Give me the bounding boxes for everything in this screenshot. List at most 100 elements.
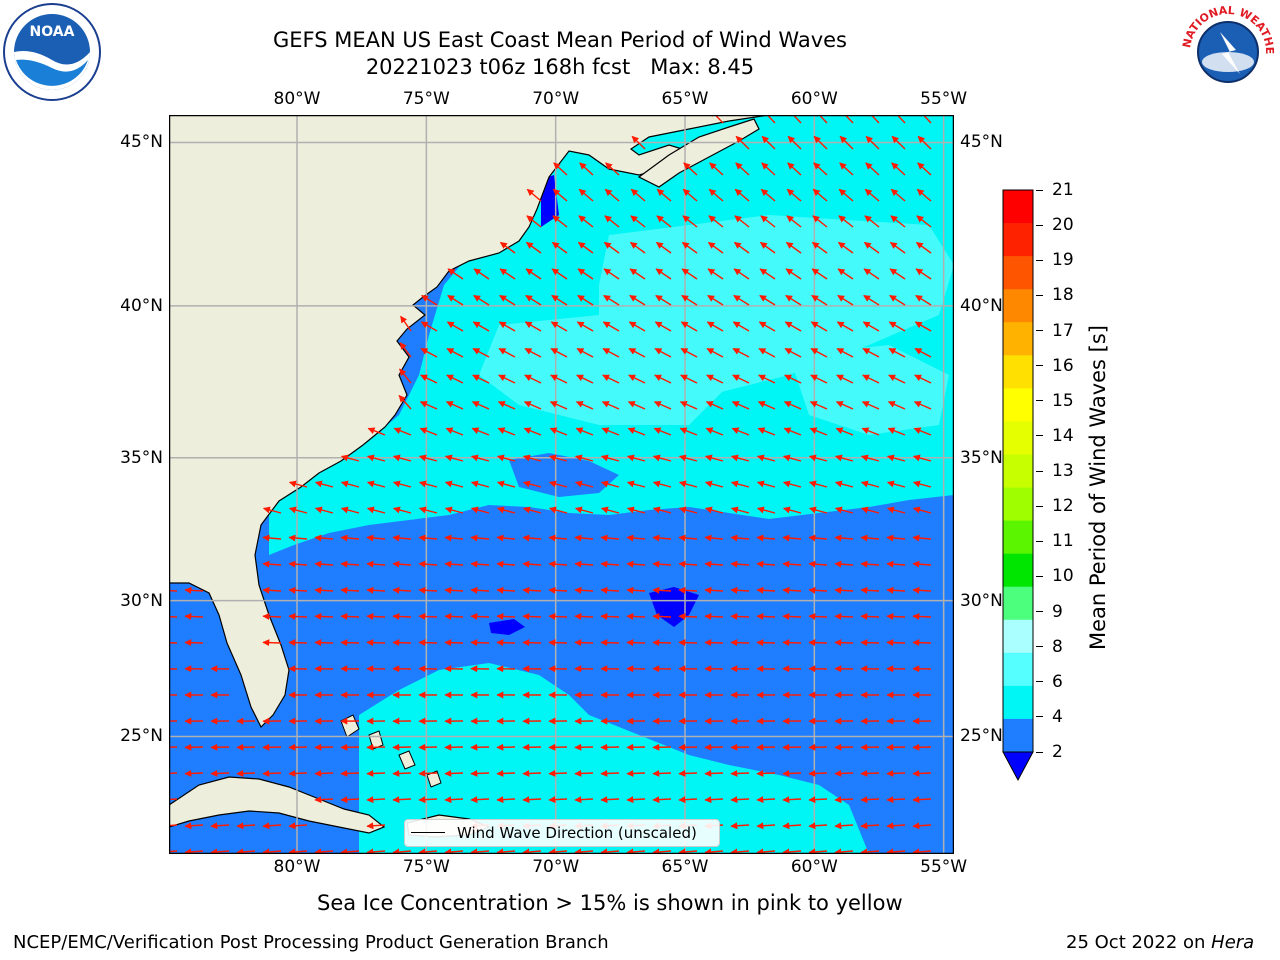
wave-direction-arrow [785,294,802,306]
wave-direction-arrow [678,586,698,594]
wave-direction-arrow [787,135,802,150]
wave-direction-arrow [708,188,724,202]
wave-direction-arrow [731,427,750,436]
wave-direction-arrow [548,480,568,488]
wave-direction-arrow [288,480,308,488]
wave-direction-arrow [808,454,828,462]
wave-direction-arrow [760,215,776,228]
wave-direction-arrow [863,241,880,254]
colorbar-segment [1003,421,1033,455]
wave-direction-arrow [860,769,880,777]
wave-direction-arrow [652,769,672,777]
lon-tick-bottom: 55°W [920,857,968,877]
wave-direction-arrow [916,215,932,228]
wave-direction-arrow [626,848,646,854]
wave-direction-arrow [730,586,750,594]
wave-direction-arrow [704,612,724,620]
wave-direction-arrow [860,796,880,804]
wave-direction-arrow [604,188,620,202]
wave-direction-arrow [498,374,516,384]
wave-direction-arrow [704,586,724,594]
colorbar-segment [1003,487,1033,522]
map-legend: Wind Wave Direction (unscaled) [404,819,720,847]
wave-direction-arrow [340,560,360,568]
wave-direction-arrow [837,294,854,306]
wave-direction-arrow [756,560,776,568]
wave-direction-arrow [759,241,776,254]
wave-direction-arrow [444,586,464,594]
wave-direction-arrow [574,480,594,488]
lon-tick-top: 75°W [402,89,450,109]
wave-direction-arrow [418,848,438,854]
wave-direction-arrow [912,848,932,854]
wave-direction-arrow [392,848,412,854]
wave-direction-arrow [314,560,334,568]
wave-direction-arrow [470,769,490,777]
wave-direction-arrow [783,401,802,410]
wave-direction-arrow [419,427,438,436]
wave-direction-arrow [496,454,516,462]
wave-direction-arrow [782,612,802,620]
colorbar-segment [1003,652,1033,687]
wave-direction-arrow [497,427,516,436]
wave-direction-arrow [704,796,724,804]
wave-direction-arrow [758,347,776,358]
wave-direction-arrow [915,294,932,306]
wave-direction-arrow [603,294,620,306]
wave-direction-arrow [418,586,438,594]
wave-direction-arrow [864,215,880,228]
map-frame [169,115,954,854]
colorbar-extend-arrow [1002,751,1034,782]
colorbar [1002,189,1034,782]
wave-direction-arrow [678,639,698,647]
wave-direction-arrow [473,268,490,280]
wave-direction-arrow [862,321,880,332]
wave-direction-arrow [548,612,568,620]
wave-direction-arrow [444,534,464,542]
wave-direction-arrow [288,534,308,542]
wave-direction-arrow [732,347,750,358]
wave-direction-arrow [548,454,568,462]
wave-direction-arrow [496,848,516,854]
wave-direction-arrow [886,560,906,568]
colorbar-segment [1003,322,1033,356]
colorbar-segment [1003,454,1033,489]
colorbar-tick-label: 12 [1052,496,1074,517]
wave-direction-arrow [444,560,464,568]
wave-direction-arrow [678,534,698,542]
wave-direction-arrow [470,506,490,514]
wave-direction-arrow [758,374,776,384]
wave-direction-arrow [912,822,932,830]
wave-direction-arrow [917,135,932,150]
colorbar-tick-label: 20 [1052,215,1074,236]
wave-direction-arrow [602,321,620,332]
wave-direction-arrow [472,374,490,384]
wave-direction-arrow [577,268,594,280]
colorbar-segment [1003,553,1033,588]
colorbar-tick-label: 17 [1052,320,1074,341]
colorbar-segment [1003,718,1033,753]
wave-direction-arrow [626,586,646,594]
wave-direction-arrow [834,454,854,462]
wave-direction-arrow [574,639,594,647]
wave-direction-arrow [630,188,646,202]
colorbar-segment [1003,586,1033,621]
wave-direction-arrow [860,822,880,830]
wave-direction-arrow [916,188,932,202]
legend-label: Wind Wave Direction (unscaled) [457,824,697,842]
wave-direction-arrow [834,639,854,647]
wave-direction-arrow [470,639,490,647]
wave-direction-arrow [522,506,542,514]
wave-direction-arrow [913,427,932,436]
wave-direction-arrow [914,347,932,358]
wave-direction-arrow [262,612,282,620]
wave-direction-arrow [860,612,880,620]
legend-line-swatch [411,832,445,833]
wave-direction-arrow [548,534,568,542]
wave-direction-arrow [733,241,750,254]
wave-direction-arrow [444,769,464,777]
wave-direction-arrow [787,162,802,176]
colorbar-segment [1003,355,1033,389]
colorbar-tick-mark [1036,400,1043,402]
wave-direction-arrow [860,534,880,542]
